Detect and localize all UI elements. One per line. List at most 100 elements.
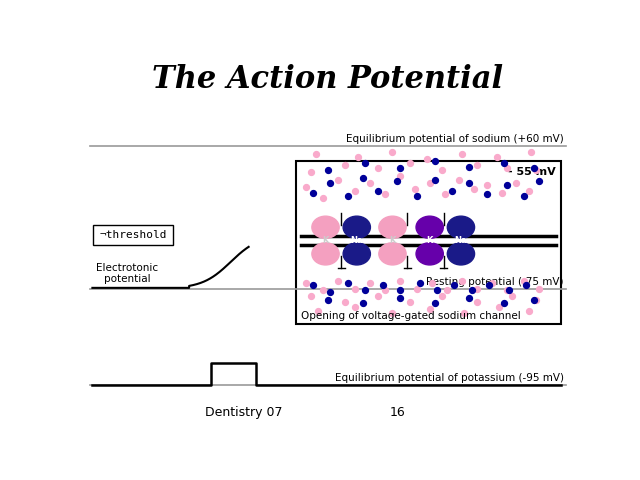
Point bbox=[412, 285, 422, 292]
Point bbox=[318, 194, 328, 202]
Text: Equilibrium potential of sodium (+60 mV): Equilibrium potential of sodium (+60 mV) bbox=[346, 134, 564, 144]
Bar bbox=[296, 161, 561, 324]
Point bbox=[499, 159, 509, 167]
Point bbox=[372, 292, 383, 300]
Point bbox=[437, 167, 447, 174]
Point bbox=[395, 294, 405, 302]
Point bbox=[360, 159, 371, 167]
Point bbox=[360, 287, 371, 294]
Point bbox=[534, 178, 544, 185]
Point bbox=[301, 183, 311, 191]
Point bbox=[467, 287, 477, 294]
Point bbox=[529, 296, 539, 303]
Point bbox=[365, 279, 375, 287]
Text: Opening of voltage-gated sodium channel: Opening of voltage-gated sodium channel bbox=[301, 311, 520, 321]
Point bbox=[308, 189, 318, 196]
Point bbox=[424, 180, 435, 187]
Ellipse shape bbox=[343, 216, 371, 239]
Point bbox=[497, 189, 507, 196]
Point bbox=[333, 176, 343, 183]
Point bbox=[365, 180, 375, 187]
Ellipse shape bbox=[379, 243, 406, 265]
Point bbox=[350, 187, 360, 194]
Ellipse shape bbox=[447, 216, 475, 239]
Point bbox=[464, 163, 474, 170]
Point bbox=[457, 150, 467, 157]
Point bbox=[395, 172, 405, 180]
Ellipse shape bbox=[447, 243, 475, 265]
Text: K: K bbox=[389, 236, 396, 245]
Point bbox=[350, 285, 360, 292]
Point bbox=[506, 292, 516, 300]
Ellipse shape bbox=[312, 243, 339, 265]
Point bbox=[524, 307, 534, 314]
Point bbox=[310, 150, 321, 157]
Point bbox=[502, 181, 512, 189]
Point bbox=[440, 191, 450, 198]
Point bbox=[325, 180, 335, 187]
Point bbox=[472, 298, 482, 305]
Point bbox=[494, 303, 504, 311]
Point bbox=[343, 192, 353, 200]
Point bbox=[422, 156, 433, 163]
Point bbox=[318, 287, 328, 294]
Point bbox=[457, 277, 467, 285]
Point bbox=[499, 300, 509, 307]
Point bbox=[305, 292, 316, 300]
Point bbox=[323, 296, 333, 303]
Point bbox=[301, 279, 311, 287]
Text: Electrotonic
potential: Electrotonic potential bbox=[96, 263, 158, 284]
Point bbox=[372, 187, 383, 194]
Text: Equilibrium potential of potassium (-95 mV): Equilibrium potential of potassium (-95 … bbox=[335, 373, 564, 383]
Point bbox=[511, 180, 522, 187]
Point bbox=[427, 279, 437, 287]
Point bbox=[410, 185, 420, 192]
Text: The Action Potential: The Action Potential bbox=[152, 64, 504, 95]
Point bbox=[486, 279, 497, 287]
Point bbox=[460, 309, 470, 316]
Point bbox=[519, 192, 529, 200]
Point bbox=[504, 287, 514, 294]
Ellipse shape bbox=[312, 216, 339, 239]
Point bbox=[340, 298, 351, 305]
FancyBboxPatch shape bbox=[93, 225, 173, 245]
Point bbox=[464, 180, 474, 187]
Point bbox=[392, 178, 403, 185]
Point bbox=[372, 165, 383, 172]
Text: Dentistry 07: Dentistry 07 bbox=[205, 406, 282, 419]
Point bbox=[464, 294, 474, 302]
Point bbox=[333, 277, 343, 285]
Point bbox=[305, 168, 316, 176]
Text: Na: Na bbox=[454, 236, 467, 245]
Point bbox=[308, 281, 318, 289]
Point bbox=[429, 157, 440, 165]
Point bbox=[484, 281, 494, 289]
Text: K: K bbox=[426, 236, 433, 245]
Point bbox=[502, 287, 512, 294]
Point bbox=[313, 307, 323, 314]
Point bbox=[437, 292, 447, 300]
Point bbox=[353, 154, 363, 161]
Point bbox=[519, 277, 529, 285]
Point bbox=[449, 281, 460, 289]
Text: Na: Na bbox=[351, 236, 363, 245]
Point bbox=[380, 287, 390, 294]
Point bbox=[343, 279, 353, 287]
Point bbox=[387, 309, 397, 316]
Point bbox=[395, 277, 405, 285]
Point bbox=[526, 148, 536, 156]
Point bbox=[481, 191, 492, 198]
Point bbox=[380, 191, 390, 198]
Point bbox=[492, 154, 502, 161]
Point bbox=[469, 185, 479, 192]
Point bbox=[424, 305, 435, 313]
Point bbox=[522, 281, 532, 289]
Point bbox=[472, 285, 482, 292]
Ellipse shape bbox=[343, 243, 371, 265]
Point bbox=[429, 300, 440, 307]
Point bbox=[350, 303, 360, 311]
Text: K: K bbox=[323, 236, 329, 245]
Point bbox=[387, 148, 397, 156]
Ellipse shape bbox=[416, 243, 444, 265]
Point bbox=[481, 181, 492, 189]
